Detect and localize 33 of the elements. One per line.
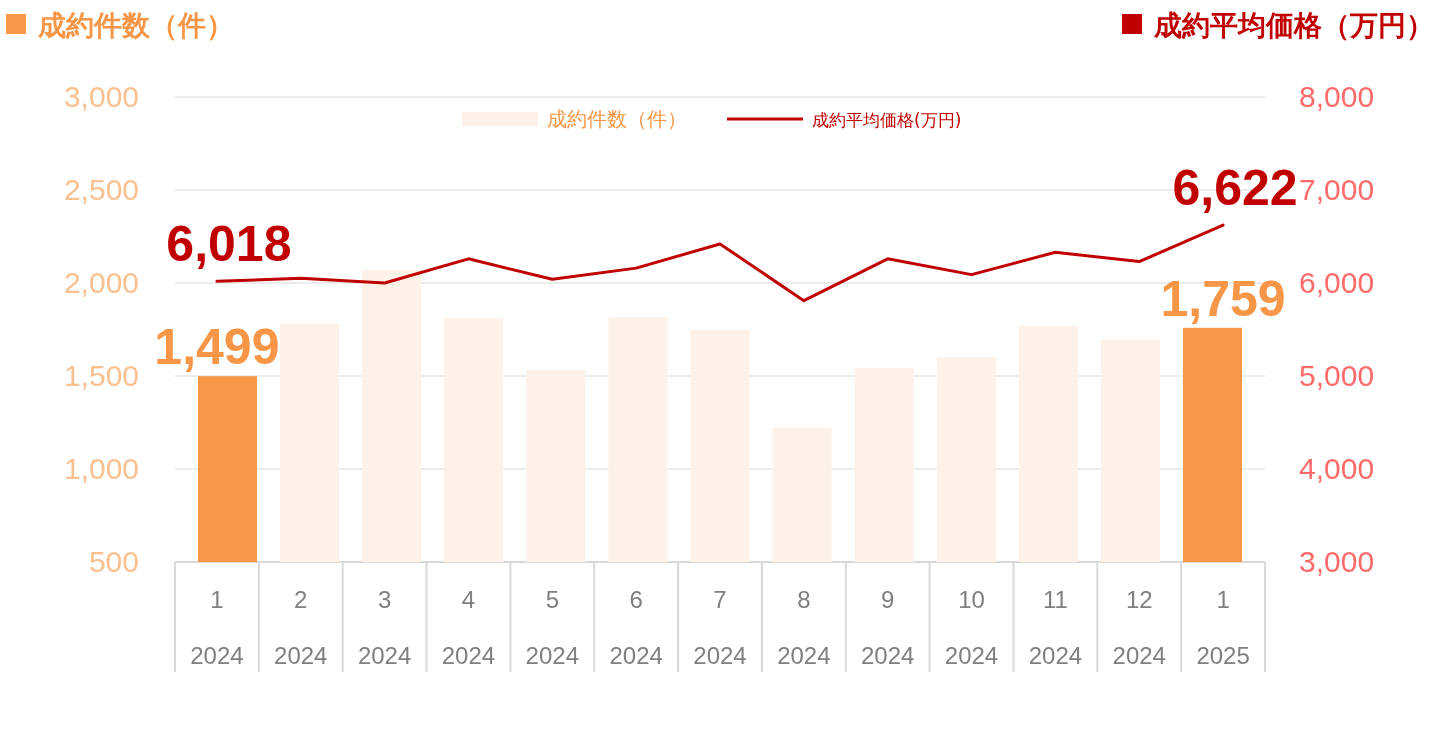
category-label: 10 2024 [944,586,999,669]
y2-axis-title: 成約平均価格（万円） [1153,9,1434,42]
category-label: 1 2025 [1196,586,1250,669]
y-tick-label: 1,000 [63,452,139,486]
category-label: 11 2024 [1028,586,1083,669]
y2-tick-label: 4,000 [1299,452,1375,486]
y-tick-label: 500 [88,545,139,579]
y-tick-label: 1,500 [63,359,139,393]
legend-label: 成約件数（件） [547,107,687,131]
data-label: 6,622 [1172,160,1298,217]
y-tick-label: 2,500 [63,173,139,207]
category-label: 2 2024 [274,586,328,669]
y-tick-label: 3,000 [63,80,139,114]
category-label: 8 2024 [777,586,831,669]
category-label: 12 2024 [1112,586,1166,669]
y-tick-label: 2,000 [63,266,139,300]
category-label: 5 2024 [525,586,579,669]
category-label: 1 2024 [190,586,244,669]
category-label: 7 2024 [693,586,747,669]
category-label: 3 2024 [357,586,412,669]
y2-tick-label: 8,000 [1299,80,1375,114]
data-label: 1,759 [1160,270,1286,327]
category-label: 4 2024 [441,586,496,669]
y-axis-title: 成約件数（件） [37,9,234,42]
y2-tick-label: 6,000 [1299,266,1375,300]
y2-tick-label: 7,000 [1299,173,1375,207]
data-label: 1,499 [154,319,280,376]
y2-tick-label: 3,000 [1299,545,1375,579]
category-label: 6 2024 [609,586,663,669]
category-label: 9 2024 [861,586,915,669]
legend-label: 成約平均価格(万円) [812,110,962,130]
data-label: 6,018 [166,216,292,273]
y2-tick-label: 5,000 [1299,359,1375,393]
